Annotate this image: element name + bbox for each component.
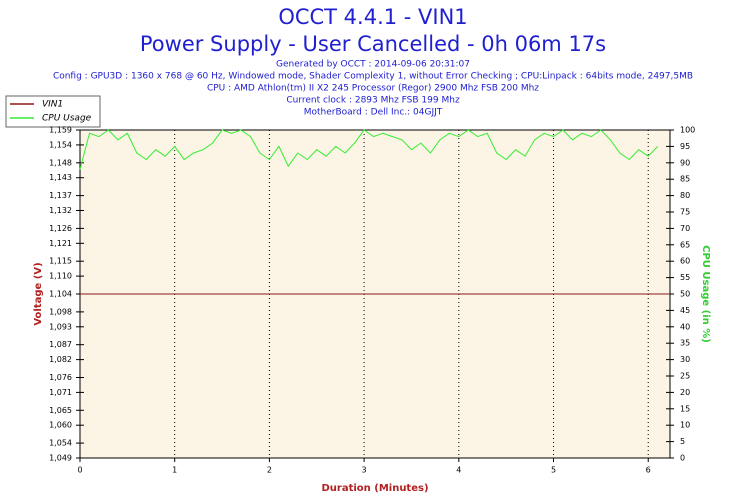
x-tick-label: 5	[551, 466, 556, 475]
y2-tick-label: 50	[680, 290, 690, 299]
y2-tick-label: 30	[680, 355, 690, 364]
x-tick-label: 1	[172, 466, 177, 475]
info-line: CPU : AMD Athlon(tm) II X2 245 Processor…	[207, 84, 539, 94]
y-tick-label: 1,132	[49, 206, 72, 215]
y-tick-label: 1,126	[49, 224, 72, 233]
y-tick-label: 1,082	[49, 355, 72, 364]
y2-tick-label: 70	[680, 224, 690, 233]
info-line: Config : GPU3D : 1360 x 768 @ 60 Hz, Win…	[53, 72, 693, 82]
y2-axis-label: CPU Usage (in %)	[700, 245, 711, 343]
y-tick-label: 1,121	[49, 239, 72, 248]
y-tick-label: 1,137	[49, 191, 72, 200]
y2-tick-label: 65	[680, 240, 690, 249]
y-tick-label: 1,065	[49, 406, 72, 415]
y-tick-label: 1,071	[49, 388, 72, 397]
chart-subtitle: Power Supply - User Cancelled - 0h 06m 1…	[140, 32, 606, 56]
y-tick-label: 1,159	[49, 126, 72, 135]
info-line: Current clock : 2893 Mhz FSB 199 Mhz	[286, 96, 460, 106]
legend-label: VIN1	[42, 100, 63, 110]
y-tick-label: 1,054	[49, 439, 72, 448]
x-tick-label: 2	[267, 466, 272, 475]
y-tick-label: 1,060	[49, 421, 72, 430]
x-tick-label: 0	[77, 466, 82, 475]
chart-title: OCCT 4.4.1 - VIN1	[278, 5, 467, 29]
y2-tick-label: 100	[680, 126, 695, 135]
info-line: MotherBoard : Dell Inc.: 04GJJT	[304, 108, 443, 118]
y2-tick-label: 35	[680, 339, 690, 348]
y2-tick-label: 45	[680, 306, 690, 315]
legend-label: CPU Usage	[42, 114, 92, 124]
y2-tick-label: 75	[680, 208, 690, 217]
y2-tick-label: 80	[680, 191, 690, 200]
y2-tick-label: 40	[680, 322, 690, 331]
y2-tick-label: 20	[680, 388, 690, 397]
y2-tick-label: 90	[680, 158, 690, 167]
y2-tick-label: 15	[680, 404, 690, 413]
y-axis-label: Voltage (V)	[33, 262, 44, 325]
y2-tick-label: 55	[680, 273, 690, 282]
y2-tick-label: 0	[680, 454, 685, 463]
x-tick-label: 4	[456, 466, 461, 475]
info-line: Generated by OCCT : 2014-09-06 20:31:07	[276, 60, 470, 70]
y2-tick-label: 5	[680, 437, 685, 446]
y-tick-label: 1,143	[49, 173, 72, 182]
y-tick-label: 1,115	[49, 257, 72, 266]
x-axis-label: Duration (Minutes)	[321, 483, 428, 494]
x-tick-label: 6	[646, 466, 651, 475]
y-tick-label: 1,049	[49, 454, 72, 463]
y-tick-label: 1,148	[49, 158, 72, 167]
legend	[5, 95, 101, 128]
y-tick-label: 1,104	[49, 290, 72, 299]
y2-tick-label: 85	[680, 175, 690, 184]
y-tick-label: 1,093	[49, 322, 72, 331]
y2-tick-label: 95	[680, 142, 690, 151]
y-tick-label: 1,087	[49, 340, 72, 349]
data-line	[79, 129, 659, 170]
y2-tick-label: 60	[680, 257, 690, 266]
y2-tick-label: 25	[680, 372, 690, 381]
x-tick-label: 3	[362, 466, 367, 475]
y-tick-label: 1,154	[49, 140, 72, 149]
y-tick-label: 1,098	[49, 307, 72, 316]
y-tick-label: 1,110	[49, 272, 72, 281]
y-tick-label: 1,076	[49, 373, 72, 382]
y2-tick-label: 10	[680, 421, 690, 430]
